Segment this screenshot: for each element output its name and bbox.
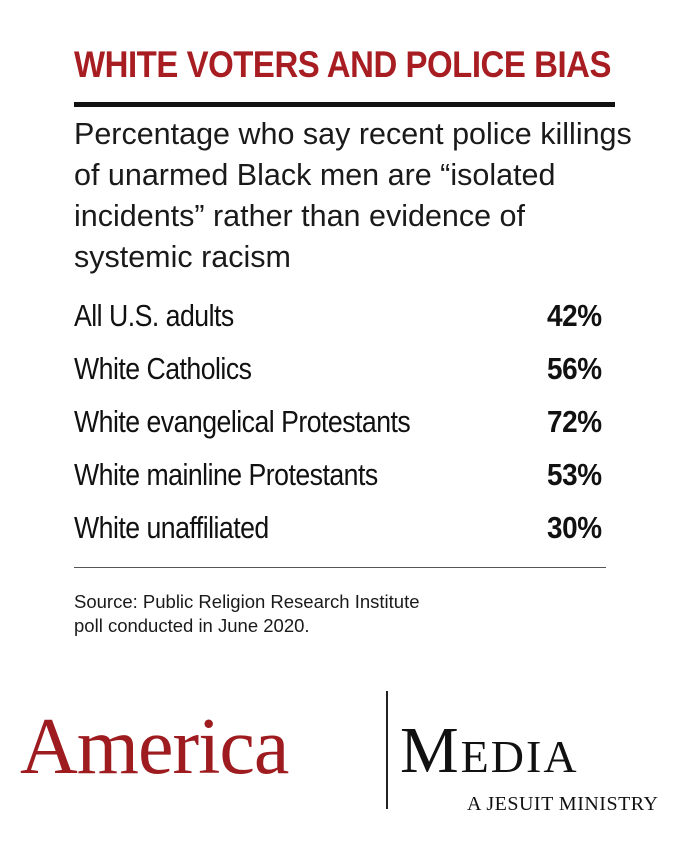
title-rule — [74, 102, 615, 107]
source-note: Source: Public Religion Research Institu… — [74, 590, 614, 638]
row-label: White unaffiliated — [74, 510, 269, 545]
table-row: White Catholics 56% — [74, 343, 602, 396]
america-logo: America — [20, 703, 289, 791]
row-label: White Catholics — [74, 351, 252, 386]
subtitle-line: systemic racism — [74, 240, 291, 274]
logo-divider — [386, 691, 388, 809]
media-logo: Media — [400, 714, 579, 787]
row-label: White mainline Protestants — [74, 457, 378, 492]
table-row: All U.S. adults 42% — [74, 290, 602, 343]
row-label: All U.S. adults — [74, 298, 234, 333]
table-row: White evangelical Protestants 72% — [74, 396, 602, 449]
table-row: White mainline Protestants 53% — [74, 449, 602, 502]
subtitle-line: incidents” rather than evidence of — [74, 199, 525, 233]
source-line: Source: Public Religion Research Institu… — [74, 591, 420, 612]
table-bottom-rule — [74, 567, 606, 568]
row-value: 53% — [547, 457, 603, 492]
chart-title: WHITE VOTERS AND POLICE BIAS — [74, 44, 612, 85]
data-table: All U.S. adults 42% White Catholics 56% … — [74, 290, 602, 555]
logo-tagline: A JESUIT MINISTRY — [467, 793, 659, 815]
row-value: 42% — [547, 298, 603, 333]
row-label: White evangelical Protestants — [74, 404, 411, 439]
subtitle-line: of unarmed Black men are “isolated — [74, 158, 556, 192]
subtitle-line: Percentage who say recent police killing… — [74, 117, 632, 151]
chart-subtitle: Percentage who say recent police killing… — [74, 114, 632, 278]
row-value: 30% — [547, 510, 603, 545]
source-line: poll conducted in June 2020. — [74, 615, 310, 636]
table-row: White unaffiliated 30% — [74, 502, 602, 555]
row-value: 56% — [547, 351, 603, 386]
row-value: 72% — [547, 404, 603, 439]
